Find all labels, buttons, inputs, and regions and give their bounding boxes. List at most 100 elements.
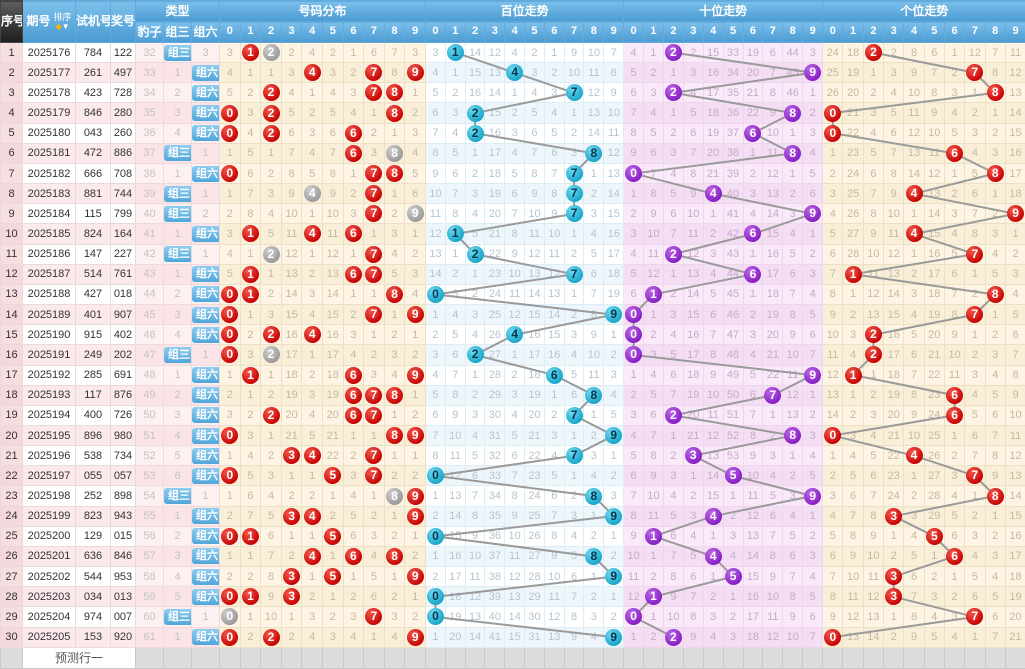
units-cell: 14 [1005, 486, 1025, 506]
hundreds-cell: 10 [584, 43, 604, 63]
hundreds-cell: 24 [485, 284, 505, 304]
tens-cell: 35 [723, 83, 743, 103]
win-digit-circle: 7 [365, 387, 382, 404]
tens-cell: 4 [763, 466, 783, 486]
issue-label: 期号 [26, 15, 50, 28]
hundreds-cell: 6 [544, 486, 564, 506]
prediction-empty-cell [985, 647, 1005, 668]
cell-win-number: 898 [111, 486, 136, 506]
tens-cell: 1 [803, 506, 823, 526]
tens-cell: 10 [783, 345, 803, 365]
units-cell: 11 [924, 143, 944, 163]
cell-zu6: 组六 [192, 123, 220, 143]
hundreds-cell: 7 [564, 83, 584, 103]
dist-cell: 2 [240, 325, 261, 345]
units-cell: 8 [863, 506, 883, 526]
dist-cell: 11 [281, 224, 302, 244]
hundreds-digit-circle: 9 [605, 306, 622, 323]
hundreds-cell: 37 [485, 546, 505, 566]
hundreds-cell: 4 [505, 325, 525, 345]
units-cell: 7 [823, 567, 843, 587]
dist-cell: 4 [302, 305, 323, 325]
tens-cell: 3 [703, 244, 723, 264]
hundreds-cell: 7 [564, 184, 584, 204]
units-cell: 14 [884, 284, 904, 304]
units-cell: 6 [1005, 325, 1025, 345]
tens-cell: 14 [743, 546, 763, 566]
dist-cell: 5 [405, 163, 426, 183]
units-cell: 6 [863, 466, 883, 486]
hundreds-cell: 7 [426, 123, 446, 143]
cell-seq: 6 [1, 143, 23, 163]
hundreds-cell: 11 [584, 63, 604, 83]
win-digit-circle: 2 [263, 629, 280, 646]
units-cell: 13 [904, 143, 924, 163]
hundreds-cell: 38 [485, 567, 505, 587]
units-cell: 5 [965, 567, 985, 587]
cell-win-number: 164 [111, 224, 136, 244]
hundreds-cell: 35 [485, 506, 505, 526]
cell-issue: 2025196 [23, 446, 76, 466]
units-cell: 10 [843, 567, 863, 587]
tens-cell: 3 [624, 405, 644, 425]
sort-arrow-icon[interactable]: ▼ [62, 22, 70, 31]
dist-cell: 2 [343, 63, 364, 83]
dist-cell: 1 [343, 284, 364, 304]
dist-cell: 0 [220, 607, 241, 627]
dist-cell: 6 [343, 365, 364, 385]
hundreds-cell: 11 [544, 587, 564, 607]
units-cell: 4 [904, 305, 924, 325]
cell-seq: 18 [1, 385, 23, 405]
win-digit-circle: 2 [263, 407, 280, 424]
hundreds-cell: 13 [604, 163, 624, 183]
hundreds-cell: 31 [485, 425, 505, 445]
units-cell: 11 [944, 365, 964, 385]
dist-cell: 3 [302, 385, 323, 405]
dist-cell: 2 [281, 627, 302, 647]
dist-cell: 7 [384, 43, 405, 63]
cell-baozi-miss: 53 [136, 466, 164, 486]
tens-cell: 6 [683, 567, 703, 587]
hundreds-cell: 12 [465, 587, 485, 607]
units-cell: 5 [965, 163, 985, 183]
units-digit-circle: 9 [1007, 205, 1024, 222]
hundreds-cell: 33 [485, 466, 505, 486]
hundreds-cell: 8 [584, 143, 604, 163]
units-cell: 16 [1005, 143, 1025, 163]
hundreds-cell: 14 [584, 123, 604, 143]
tens-cell: 1 [783, 446, 803, 466]
dist-cell: 4 [302, 184, 323, 204]
hundreds-cell: 9 [564, 43, 584, 63]
hundreds-cell: 5 [604, 405, 624, 425]
hundreds-cell: 3 [505, 385, 525, 405]
hundreds-cell: 4 [426, 63, 446, 83]
hundreds-cell: 7 [445, 184, 465, 204]
units-cell: 7 [904, 365, 924, 385]
hundreds-cell: 13 [525, 264, 545, 284]
cell-issue: 2025185 [23, 224, 76, 244]
tens-cell: 2 [644, 567, 664, 587]
units-cell: 2 [823, 466, 843, 486]
sort-control[interactable]: 排序◆▼ [54, 13, 72, 31]
dist-cell: 2 [405, 546, 426, 566]
cell-win-number: 907 [111, 305, 136, 325]
hundreds-cell: 7 [564, 204, 584, 224]
type-hit-badge: 组六 [192, 569, 220, 585]
dist-cell: 8 [384, 143, 405, 163]
tens-digit-circle: 0 [625, 608, 642, 625]
hundreds-cell: 28 [525, 567, 545, 587]
units-cell: 10 [944, 345, 964, 365]
cell-seq: 23 [1, 486, 23, 506]
cell-zu3: 组三 [164, 204, 192, 224]
hundreds-cell: 19 [485, 184, 505, 204]
dist-cell: 3 [281, 567, 302, 587]
hundreds-cell: 11 [465, 567, 485, 587]
tens-cell: 9 [743, 446, 763, 466]
tens-cell: 10 [763, 123, 783, 143]
dist-cell: 4 [384, 365, 405, 385]
units-cell: 4 [944, 486, 964, 506]
hundreds-cell: 10 [445, 425, 465, 445]
units-cell: 22 [924, 365, 944, 385]
units-digit-circle: 2 [865, 44, 882, 61]
sort-icons[interactable]: ◆▼ [54, 22, 72, 31]
